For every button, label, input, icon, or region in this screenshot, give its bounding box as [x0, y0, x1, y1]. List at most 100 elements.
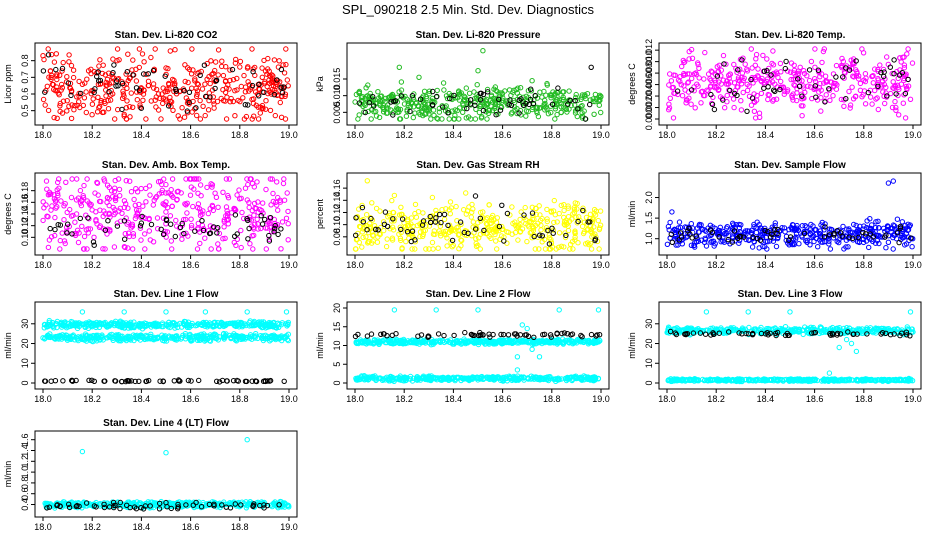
point: [573, 214, 579, 221]
point: [48, 378, 54, 384]
point: [565, 203, 571, 209]
point: [57, 103, 63, 109]
point: [438, 233, 444, 239]
point: [169, 203, 175, 209]
point: [100, 62, 106, 68]
point: [103, 93, 109, 99]
point: [445, 107, 451, 113]
point: [398, 211, 404, 218]
point: [880, 66, 887, 73]
point: [101, 208, 107, 214]
point: [749, 227, 755, 234]
point: [846, 67, 853, 73]
y-tick-label: 0: [332, 380, 342, 385]
point: [526, 219, 532, 225]
point: [148, 54, 154, 61]
point: [472, 102, 478, 109]
point: [544, 206, 550, 213]
outlier-point: [278, 114, 285, 121]
point: [591, 206, 598, 213]
point: [121, 244, 128, 250]
point: [683, 97, 690, 103]
point: [211, 105, 217, 111]
point: [895, 229, 901, 236]
point: [532, 222, 539, 229]
point: [127, 178, 133, 184]
point: [904, 51, 910, 57]
point: [61, 203, 67, 209]
point: [426, 88, 433, 94]
point: [99, 109, 106, 116]
point: [142, 231, 148, 237]
point: [492, 226, 498, 232]
point: [237, 64, 243, 70]
outlier-point: [475, 68, 481, 74]
point: [58, 81, 65, 88]
point: [124, 85, 130, 92]
point: [431, 112, 437, 119]
point: [893, 104, 899, 111]
point: [223, 116, 230, 122]
data-points: [40, 309, 291, 385]
point: [793, 226, 800, 233]
point: [672, 72, 678, 79]
point: [269, 72, 275, 78]
point: [123, 178, 130, 184]
point: [499, 223, 505, 230]
point: [798, 103, 805, 109]
point: [496, 223, 503, 230]
point: [68, 62, 75, 69]
point: [905, 46, 911, 52]
point: [755, 66, 761, 72]
point: [850, 61, 856, 67]
point: [255, 226, 261, 232]
outlier-point: [514, 354, 521, 360]
point: [132, 215, 139, 222]
point: [527, 230, 533, 236]
point: [271, 57, 278, 63]
point: [183, 216, 189, 223]
point: [234, 192, 240, 198]
point: [356, 89, 362, 96]
point: [674, 227, 680, 234]
point: [551, 219, 557, 226]
point: [535, 113, 542, 120]
point: [873, 219, 879, 225]
point: [48, 74, 54, 81]
y-axis-label: percent: [315, 198, 325, 229]
point: [276, 58, 282, 64]
point: [811, 238, 817, 245]
outlier-point: [890, 178, 896, 184]
point: [752, 62, 758, 69]
point: [470, 219, 476, 225]
x-tick-label: 18.6: [182, 260, 200, 270]
point: [448, 226, 454, 232]
point: [846, 234, 852, 240]
outlier-point: [463, 190, 469, 196]
point: [69, 231, 75, 237]
point: [136, 64, 143, 71]
point: [192, 76, 198, 82]
point: [52, 214, 58, 221]
point: [688, 221, 694, 227]
point: [462, 329, 468, 336]
point: [826, 86, 832, 92]
point: [375, 227, 381, 233]
point: [866, 244, 872, 251]
point: [715, 87, 722, 94]
point: [753, 51, 760, 58]
point: [197, 97, 203, 104]
point: [283, 61, 289, 68]
point: [714, 73, 721, 79]
point: [834, 238, 840, 245]
point: [554, 111, 560, 118]
point: [843, 244, 849, 250]
point: [584, 227, 590, 233]
point: [434, 87, 440, 94]
point: [71, 231, 77, 237]
point: [137, 223, 144, 229]
point: [245, 181, 251, 188]
point: [389, 91, 396, 98]
point: [146, 228, 153, 234]
point: [573, 91, 579, 98]
